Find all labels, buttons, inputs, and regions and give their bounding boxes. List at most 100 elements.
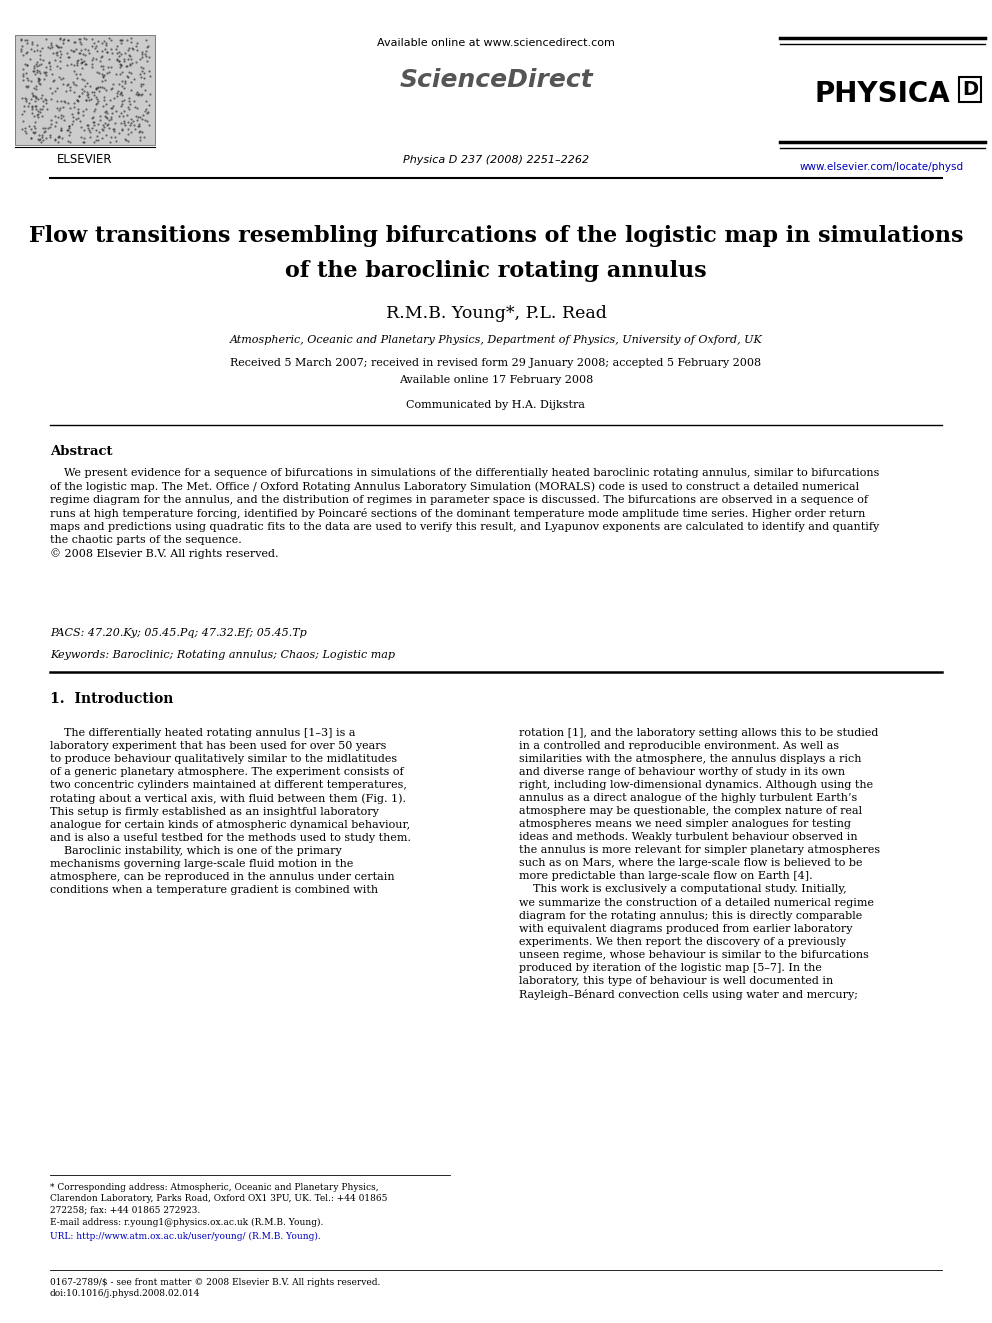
- Point: [40, 98, 56, 119]
- Point: [42, 52, 58, 73]
- Point: [136, 62, 152, 83]
- Point: [13, 28, 29, 49]
- Point: [43, 58, 59, 79]
- Point: [101, 116, 117, 138]
- Point: [131, 122, 147, 143]
- Point: [104, 42, 120, 64]
- Point: [76, 28, 92, 49]
- Point: [68, 38, 84, 60]
- Point: [97, 105, 113, 126]
- Point: [61, 131, 76, 152]
- Point: [103, 78, 119, 99]
- Point: [26, 56, 42, 77]
- Point: [67, 75, 83, 97]
- Point: [95, 77, 111, 98]
- Point: [53, 116, 68, 138]
- Point: [95, 114, 111, 135]
- Point: [103, 98, 119, 119]
- Point: [96, 90, 112, 111]
- Point: [74, 57, 90, 78]
- Point: [75, 131, 91, 152]
- Point: [15, 70, 31, 91]
- Point: [72, 64, 88, 85]
- Point: [99, 42, 115, 64]
- Point: [23, 128, 39, 149]
- Point: [31, 54, 47, 75]
- Point: [81, 119, 97, 140]
- Point: [63, 53, 79, 74]
- Point: [137, 79, 153, 101]
- Point: [39, 64, 55, 85]
- Point: [80, 83, 96, 105]
- Point: [42, 127, 58, 148]
- Point: [112, 53, 128, 74]
- Point: [18, 89, 34, 110]
- Point: [80, 40, 96, 61]
- Point: [14, 118, 30, 139]
- Point: [60, 29, 75, 50]
- Point: [132, 126, 148, 147]
- Point: [68, 67, 84, 89]
- Point: [104, 78, 120, 99]
- Point: [27, 120, 43, 142]
- Point: [88, 78, 104, 99]
- Text: * Corresponding address: Atmospheric, Oceanic and Planetary Physics,
Clarendon L: * Corresponding address: Atmospheric, Oc…: [50, 1183, 388, 1215]
- Point: [29, 56, 45, 77]
- Point: [76, 127, 92, 148]
- Point: [15, 64, 31, 85]
- Point: [140, 36, 156, 57]
- Point: [130, 115, 146, 136]
- Point: [140, 111, 156, 132]
- Point: [77, 98, 93, 119]
- Point: [35, 130, 51, 151]
- Point: [89, 93, 105, 114]
- Point: [117, 128, 133, 149]
- Point: [30, 34, 46, 56]
- Point: [71, 86, 87, 107]
- Point: [77, 53, 93, 74]
- Point: [95, 56, 111, 77]
- Point: [137, 101, 153, 122]
- Point: [45, 37, 61, 58]
- Point: [25, 98, 41, 119]
- Point: [53, 50, 68, 71]
- Point: [39, 93, 55, 114]
- Point: [61, 93, 76, 114]
- Point: [141, 95, 157, 116]
- Point: [70, 49, 86, 70]
- Point: [18, 42, 34, 64]
- Point: [63, 112, 79, 134]
- Point: [62, 122, 78, 143]
- Point: [52, 98, 67, 119]
- Point: [128, 52, 144, 73]
- Point: [142, 66, 158, 87]
- Point: [38, 28, 54, 49]
- Point: [100, 57, 116, 78]
- Point: [38, 90, 54, 111]
- Point: [42, 116, 58, 138]
- Point: [18, 62, 34, 83]
- Point: [71, 28, 87, 49]
- Point: [97, 112, 113, 134]
- Point: [37, 118, 53, 139]
- Point: [28, 87, 44, 108]
- Point: [132, 49, 148, 70]
- Point: [117, 115, 133, 136]
- Point: [26, 85, 42, 106]
- Point: [59, 81, 74, 102]
- Point: [50, 45, 65, 66]
- Point: [88, 36, 104, 57]
- Point: [66, 74, 82, 95]
- Point: [89, 126, 105, 147]
- Point: [79, 85, 95, 106]
- Point: [98, 79, 114, 101]
- Point: [86, 32, 102, 53]
- Text: ScienceDirect: ScienceDirect: [399, 67, 593, 93]
- Point: [38, 56, 54, 77]
- Point: [94, 64, 110, 85]
- Point: [28, 75, 44, 97]
- Point: [128, 36, 144, 57]
- Point: [90, 77, 106, 98]
- Point: [138, 46, 154, 67]
- Point: [23, 48, 39, 69]
